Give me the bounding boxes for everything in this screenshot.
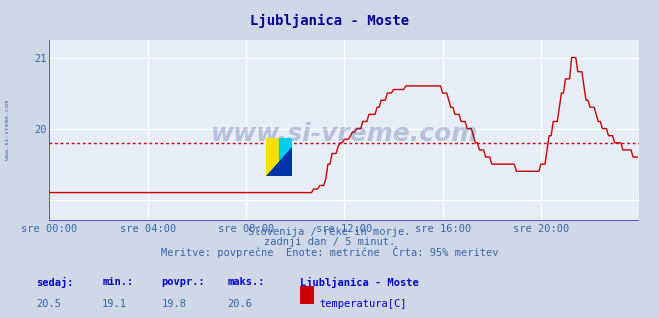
Text: povpr.:: povpr.: [161,277,205,287]
Text: Slovenija / reke in morje.: Slovenija / reke in morje. [248,227,411,237]
Text: www.si-vreme.com: www.si-vreme.com [211,122,478,146]
Text: www.si-vreme.com: www.si-vreme.com [5,100,11,160]
Text: min.:: min.: [102,277,133,287]
Text: 20.5: 20.5 [36,299,61,309]
Bar [266,137,279,176]
Text: 19.8: 19.8 [161,299,186,309]
Text: Ljubljanica - Moste: Ljubljanica - Moste [250,14,409,29]
Text: Ljubljanica - Moste: Ljubljanica - Moste [300,277,418,288]
Polygon shape [266,147,292,176]
Text: 20.6: 20.6 [227,299,252,309]
Text: temperatura[C]: temperatura[C] [320,299,407,309]
Text: sedaj:: sedaj: [36,277,74,288]
Text: maks.:: maks.: [227,277,265,287]
Bar [279,137,292,176]
Text: Meritve: povprečne  Enote: metrične  Črta: 95% meritev: Meritve: povprečne Enote: metrične Črta:… [161,246,498,259]
Text: 19.1: 19.1 [102,299,127,309]
Text: zadnji dan / 5 minut.: zadnji dan / 5 minut. [264,237,395,247]
